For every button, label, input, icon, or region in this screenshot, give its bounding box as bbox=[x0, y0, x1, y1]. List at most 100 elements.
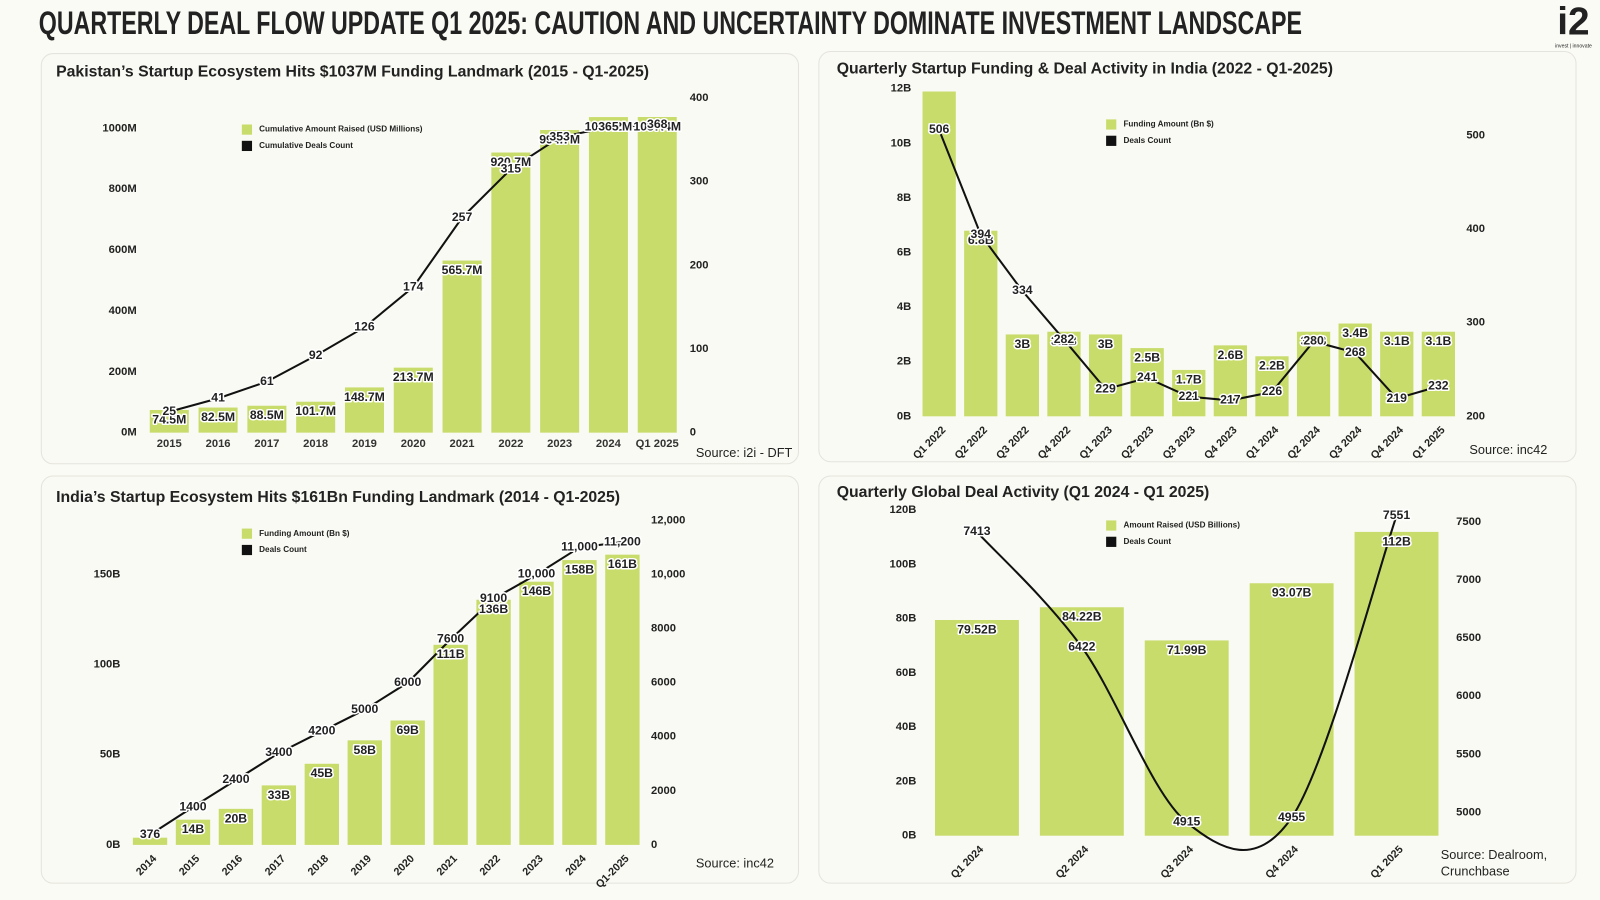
line-value-label: 217 bbox=[1220, 393, 1241, 407]
y2-tick-label: 500 bbox=[1466, 130, 1485, 142]
bar-value-label: 994.7M bbox=[539, 132, 580, 146]
bar bbox=[393, 367, 433, 433]
legend-label: Deals Count bbox=[1123, 136, 1171, 145]
chart-title: Quarterly Startup Funding & Deal Activit… bbox=[837, 61, 1333, 78]
legend-label: Amount Raised (USD Billions) bbox=[1123, 521, 1240, 530]
line-value-label: 394 bbox=[971, 227, 992, 241]
x-tick-label: 2016 bbox=[220, 853, 245, 878]
y2-tick-label: 5500 bbox=[1456, 748, 1481, 760]
line-value-label: 9100 bbox=[480, 591, 507, 605]
bar-value-label: 14B bbox=[182, 822, 205, 836]
bar-value-label: 3.1B bbox=[1384, 334, 1410, 348]
x-tick-label: Q1 2022 bbox=[911, 424, 949, 462]
y-tick-label: 600M bbox=[109, 244, 137, 256]
bar-value-label: 88.5M bbox=[250, 408, 284, 422]
bar bbox=[1354, 531, 1439, 836]
bar-value-label: 3.1B bbox=[1301, 334, 1327, 348]
bar-value-label: 101.7M bbox=[295, 404, 336, 418]
legend-label: Deals Count bbox=[259, 545, 307, 554]
x-tick-label: 2023 bbox=[547, 437, 573, 450]
line-value-label: 3400 bbox=[265, 745, 292, 759]
bar-value-label: 2.6B bbox=[1217, 348, 1243, 362]
bar bbox=[540, 129, 580, 433]
line-value-label: 126 bbox=[354, 319, 375, 333]
bar-value-label: 1037.2M bbox=[585, 120, 633, 134]
line-value-label: 6422 bbox=[1068, 639, 1095, 653]
chart-title: Pakistan’s Startup Ecosystem Hits $1037M… bbox=[56, 64, 649, 81]
y2-tick-label: 200 bbox=[690, 259, 709, 271]
line-value-label: 1400 bbox=[179, 799, 206, 813]
bar bbox=[347, 740, 382, 845]
y2-tick-label: 400 bbox=[690, 92, 709, 104]
line-value-label: 11,000 bbox=[561, 540, 598, 554]
y2-tick-label: 4000 bbox=[651, 731, 676, 743]
y-tick-label: 50B bbox=[100, 749, 121, 761]
line-value-label: 232 bbox=[1428, 379, 1449, 393]
bar bbox=[1213, 345, 1248, 417]
y-tick-label: 20B bbox=[896, 775, 917, 787]
bar-value-label: 148.7M bbox=[344, 390, 385, 404]
x-tick-label: Q1 2025 bbox=[635, 437, 679, 450]
x-tick-label: 2020 bbox=[400, 437, 426, 450]
bar-value-label: 84.22B bbox=[1062, 610, 1102, 624]
y-tick-label: 60B bbox=[896, 667, 917, 679]
bar-value-label: 3.4B bbox=[1342, 326, 1368, 340]
bar-value-label: 79.52B bbox=[957, 622, 997, 636]
bar-value-label: 3.1B bbox=[1051, 334, 1077, 348]
line-value-label: 7600 bbox=[437, 632, 464, 646]
y2-tick-label: 0 bbox=[690, 427, 696, 439]
y2-tick-label: 100 bbox=[690, 343, 709, 355]
bar-value-label: 45B bbox=[311, 766, 334, 780]
line-value-label: 353 bbox=[549, 130, 570, 144]
bar-value-label: 69B bbox=[396, 723, 419, 737]
bar bbox=[1255, 356, 1289, 417]
bar bbox=[1338, 323, 1372, 417]
y-tick-label: 800M bbox=[109, 183, 137, 195]
x-tick-label: Q1-2025 bbox=[594, 853, 632, 891]
y2-tick-label: 400 bbox=[1466, 223, 1485, 235]
legend-label: Deals Count bbox=[1123, 537, 1171, 546]
line-value-label: 257 bbox=[452, 210, 473, 224]
bar bbox=[198, 407, 238, 433]
x-tick-label: Q2 2022 bbox=[952, 424, 990, 462]
line-value-label: 315 bbox=[501, 161, 522, 175]
y-tick-label: 200M bbox=[109, 366, 137, 378]
bar bbox=[442, 260, 482, 433]
legend-swatch bbox=[241, 544, 253, 556]
line-value-label: 41 bbox=[211, 391, 225, 405]
line-value-label: 61 bbox=[260, 374, 274, 388]
bar bbox=[304, 763, 339, 845]
y2-tick-label: 2000 bbox=[651, 785, 676, 797]
bar-value-label: 213.7M bbox=[393, 370, 434, 384]
x-tick-label: Q3 2024 bbox=[1158, 844, 1196, 882]
y-tick-label: 8B bbox=[897, 192, 911, 204]
bar bbox=[637, 117, 677, 433]
line-value-label: 334 bbox=[1012, 283, 1033, 297]
bar-value-label: 920.7M bbox=[490, 155, 531, 169]
legend-swatch bbox=[1106, 520, 1117, 531]
bar-value-label: 71.99B bbox=[1167, 643, 1207, 657]
x-tick-label: Q2 2023 bbox=[1119, 424, 1157, 462]
bar bbox=[562, 560, 597, 845]
bar bbox=[605, 554, 640, 845]
legend-swatch bbox=[241, 528, 253, 539]
y-tick-label: 0M bbox=[121, 427, 137, 439]
legend-swatch bbox=[1106, 135, 1117, 146]
x-tick-label: Q1 2024 bbox=[1244, 424, 1282, 462]
x-tick-label: 2017 bbox=[263, 853, 288, 878]
bar bbox=[132, 837, 168, 845]
line-value-label: 229 bbox=[1095, 381, 1116, 395]
line-value-label: 241 bbox=[1137, 370, 1158, 384]
bar bbox=[588, 117, 628, 433]
x-tick-label: Q3 2022 bbox=[994, 424, 1032, 462]
y2-tick-label: 6000 bbox=[1456, 690, 1481, 702]
line-value-label: 368 bbox=[647, 117, 668, 131]
bar-value-label: 2.5B bbox=[1134, 351, 1160, 365]
bar bbox=[1380, 331, 1414, 417]
bar bbox=[1039, 607, 1124, 836]
y-tick-label: 1000M bbox=[102, 122, 136, 134]
x-tick-label: 2018 bbox=[303, 437, 329, 450]
x-tick-label: Q1 2023 bbox=[1077, 424, 1115, 462]
line-value-label: 6000 bbox=[394, 675, 421, 689]
